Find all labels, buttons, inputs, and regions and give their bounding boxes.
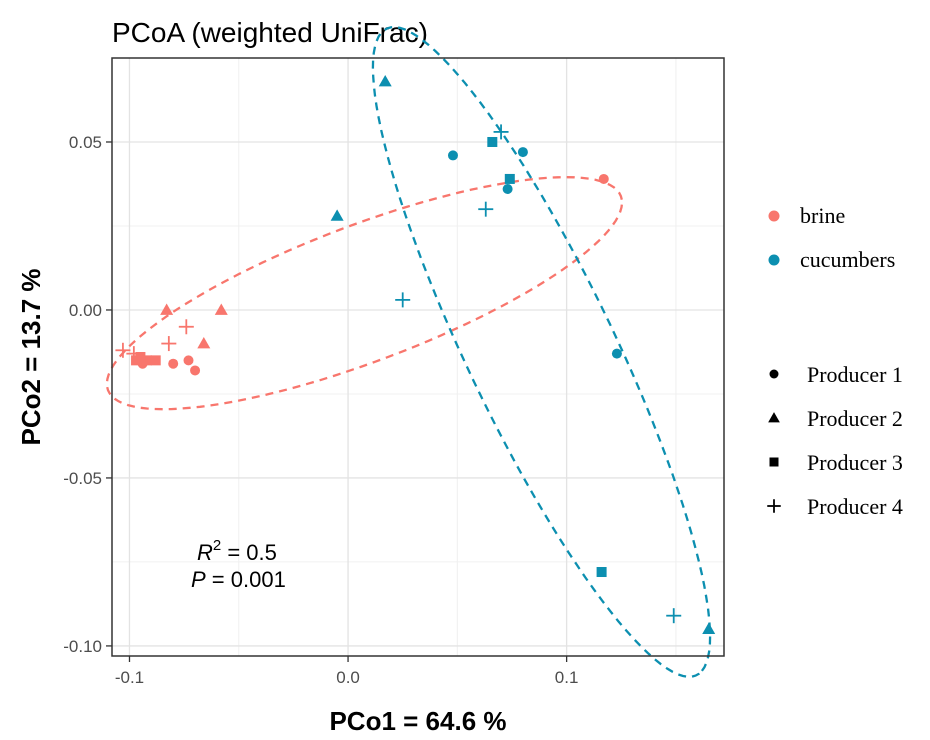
data-point-cucumbers: [502, 184, 513, 195]
legend-marker-producer-1: [769, 369, 779, 379]
y-tick-label: 0.00: [69, 301, 102, 320]
data-point-cucumbers: [666, 608, 682, 624]
y-axis: -0.10 -0.05 0.00 0.05: [63, 133, 112, 656]
data-point-brine: [160, 303, 174, 315]
confidence-ellipse-cucumbers: [371, 25, 712, 678]
data-point-brine: [150, 355, 161, 366]
p-symbol: P: [191, 567, 206, 592]
x-axis: -0.1 0.0 0.1: [115, 656, 579, 687]
r-exponent: 2: [213, 537, 221, 554]
data-point-brine: [178, 319, 194, 335]
data-point-brine: [190, 365, 201, 376]
data-point-brine: [214, 303, 228, 315]
data-point-cucumbers: [611, 348, 622, 359]
point-layer: [115, 75, 716, 634]
y-tick-label: -0.10: [63, 637, 102, 656]
legend-label-brine: brine: [800, 203, 845, 228]
stats-annotation: R2 = 0.5 P = 0.001: [191, 537, 286, 592]
legend-label-producer-4: Producer 4: [807, 494, 903, 519]
r-symbol: R: [197, 540, 213, 565]
plot-border: [111, 57, 725, 657]
legend-marker-producer-3: [769, 457, 779, 467]
y-tick-label: -0.05: [63, 469, 102, 488]
data-point-cucumbers: [478, 201, 494, 217]
data-point-brine: [183, 355, 194, 366]
r-squared-annotation: R2 = 0.5: [197, 537, 277, 565]
legend-marker-producer-2: [768, 412, 780, 423]
legend-shape: Producer 1 Producer 2 Producer 3 Producer 4: [767, 362, 903, 519]
y-axis-title: PCo2 = 13.7 %: [16, 268, 46, 445]
r-squared-value: = 0.5: [221, 540, 277, 565]
legend-label-cucumbers: cucumbers: [800, 247, 895, 272]
ellipse-layer: [105, 25, 712, 678]
y-tick-label: 0.05: [69, 133, 102, 152]
data-point-brine: [598, 173, 609, 184]
legend-label-producer-2: Producer 2: [807, 406, 903, 431]
data-point-cucumbers: [493, 124, 509, 140]
grid-layer: [112, 58, 724, 656]
x-tick-label: 0.0: [336, 668, 360, 687]
data-point-cucumbers: [596, 567, 607, 578]
data-point-cucumbers: [330, 209, 344, 221]
data-point-brine: [115, 342, 131, 358]
legend-marker-producer-4: [767, 499, 781, 513]
legend-label-producer-3: Producer 3: [807, 450, 903, 475]
data-point-cucumbers: [395, 292, 411, 308]
chart-title: PCoA (weighted UniFrac): [112, 17, 428, 48]
data-point-brine: [135, 352, 146, 362]
x-tick-label: -0.1: [115, 668, 144, 687]
p-value-annotation: P = 0.001: [191, 567, 286, 592]
plot-background: [112, 58, 724, 656]
data-point-cucumbers: [517, 147, 528, 158]
data-point-cucumbers: [702, 622, 716, 634]
data-point-cucumbers: [378, 75, 392, 87]
x-tick-label: 0.1: [555, 668, 579, 687]
data-point-cucumbers: [504, 173, 515, 184]
data-point-brine: [161, 336, 177, 352]
plot-panel: [105, 25, 725, 678]
data-point-brine: [126, 346, 142, 362]
data-point-cucumbers: [487, 136, 498, 147]
data-point-brine: [141, 355, 152, 366]
legend-swatch-cucumbers: [768, 254, 780, 266]
data-point-cucumbers: [447, 150, 458, 161]
data-point-brine: [168, 358, 179, 369]
p-value: = 0.001: [206, 567, 286, 592]
x-axis-title: PCo1 = 64.6 %: [329, 706, 506, 735]
legend-label-producer-1: Producer 1: [807, 362, 903, 387]
legend-color: brine cucumbers: [768, 203, 895, 272]
legend-swatch-brine: [768, 210, 780, 222]
data-point-brine: [197, 337, 211, 349]
confidence-ellipse-brine: [105, 176, 624, 411]
